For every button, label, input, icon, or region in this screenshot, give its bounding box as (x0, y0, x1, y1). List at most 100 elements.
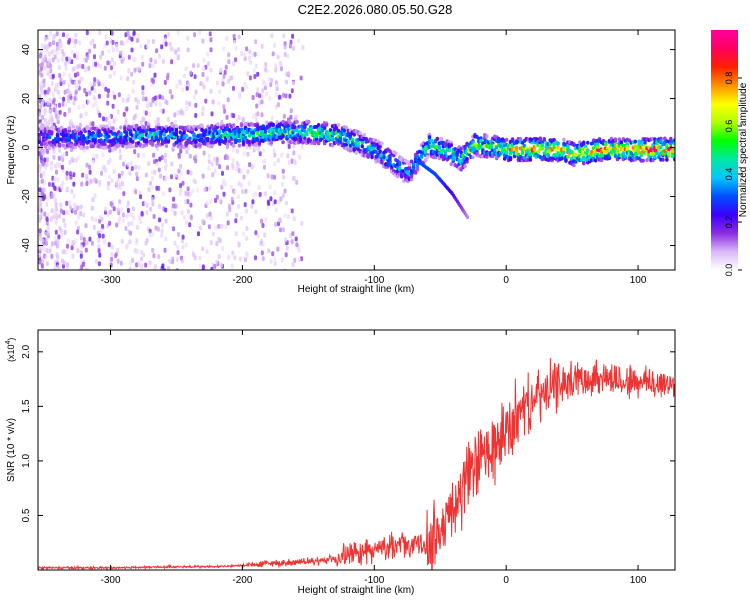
spectrogram-noise-cell (242, 174, 246, 180)
spectrogram-noise-cell (184, 66, 188, 72)
spectrogram-noise-cell (111, 40, 115, 45)
spectrogram-noise-cell (144, 201, 148, 207)
spectrogram-noise-cell (96, 106, 100, 112)
spectrogram-noise-cell (38, 259, 42, 265)
spectrogram-noise-cell (171, 46, 175, 52)
spectrogram-noise-cell (97, 261, 101, 267)
spectrogram-ridge-cell (336, 123, 341, 127)
spectrogram-noise-cell (177, 47, 180, 53)
spectrogram-noise-cell (161, 222, 164, 228)
spectrogram-noise-cell (148, 63, 152, 69)
y-tick-label: 1.0 (21, 454, 32, 468)
spectrogram-ridge-cell (144, 139, 149, 143)
spectrogram-noise-cell (196, 187, 200, 193)
spectrogram-ridge-cell (633, 139, 637, 144)
spectrogram-ridge-cell (643, 140, 647, 145)
spectrogram-noise-cell (287, 70, 291, 76)
spectrogram-noise-cell (90, 205, 94, 211)
spectrogram-ridge-cell (447, 148, 451, 153)
spectrogram-noise-cell (127, 68, 131, 74)
spectrogram-noise-cell (157, 167, 161, 173)
spectrogram-noise-cell (293, 257, 297, 263)
spectrogram-noise-cell (215, 160, 219, 166)
spectrogram-noise-cell (97, 248, 101, 254)
spectrogram-ridge-cell (208, 130, 212, 135)
spectrogram-noise-cell (57, 234, 61, 240)
spectrogram-noise-cell (47, 35, 51, 41)
spectrogram-ridge-cell (582, 160, 586, 165)
spectrogram-noise-cell (269, 82, 273, 88)
spectrogram-noise-cell (186, 47, 190, 53)
y-tick-label: 40 (21, 44, 32, 56)
y-tick-label: 0 (21, 144, 32, 150)
spectrogram-noise-cell (59, 208, 63, 214)
spectrogram-noise-cell (158, 156, 162, 162)
spectrogram-noise-cell (70, 156, 74, 162)
spectrogram-noise-cell (76, 205, 80, 211)
spectrogram-noise-cell (67, 108, 71, 114)
spectrogram-noise-cell (85, 91, 89, 97)
spectrogram-noise-cell (257, 147, 260, 153)
spectrogram-noise-cell (171, 203, 175, 209)
spectrogram-noise-cell (178, 79, 182, 85)
spectrogram-noise-cell (232, 61, 236, 66)
spectrogram-noise-cell (168, 89, 172, 95)
spectrogram-noise-cell (60, 48, 64, 54)
spectrogram-noise-cell (124, 120, 128, 126)
spectrogram-noise-cell (128, 170, 132, 176)
spectrogram-noise-cell (300, 220, 304, 226)
spectrogram-y-axis: -40 -20 0 20 40 (21, 44, 675, 253)
spectrogram-noise-cell (260, 250, 264, 256)
spectrogram-noise-cell (44, 231, 48, 237)
spectrogram-noise-cell (179, 183, 182, 188)
spectrogram-noise-cell (230, 75, 234, 81)
spectrogram-noise-cell (142, 252, 146, 258)
spectrogram-noise-cell (179, 148, 183, 154)
spectrogram-noise-cell (43, 211, 47, 217)
spectrogram-ridge-cell (119, 131, 123, 136)
spectrogram-noise-cell (176, 244, 179, 250)
spectrogram-noise-cell (52, 154, 56, 160)
spectrogram-noise-cell (40, 263, 44, 269)
spectrogram-noise-cell (235, 160, 239, 166)
spectrogram-noise-cell (85, 173, 89, 179)
spectrogram-noise-cell (79, 253, 83, 259)
spectrogram-ridge-cell (675, 145, 679, 149)
spectrogram-noise-cell (38, 218, 42, 224)
spectrogram-noise-cell (50, 253, 54, 259)
spectrogram-ridge-cell (667, 151, 671, 156)
spectrogram-noise-cell (222, 73, 226, 79)
spectrogram-ridge-cell (81, 134, 85, 138)
spectrogram-noise-cell (153, 95, 157, 101)
spectrogram-ridge-cell (370, 155, 374, 160)
spectrogram-noise-cell (192, 94, 196, 100)
spectrogram-ridge-cell (479, 136, 483, 141)
spectrogram-noise-cell (155, 48, 159, 54)
spectrogram-ridge-cell (237, 143, 242, 148)
spectrogram-noise-cell (112, 47, 115, 53)
spectrogram-noise-cell (58, 213, 62, 219)
spectrogram-noise-cell (121, 212, 125, 218)
spectrogram-noise-cell (72, 193, 76, 199)
spectrogram-ridge-cell (316, 123, 321, 127)
spectrogram-noise-cell (106, 185, 110, 191)
spectrogram-noise-cell (53, 48, 56, 54)
spectrogram-ridge-cell (350, 137, 355, 142)
spectrogram-noise-cell (235, 118, 239, 123)
spectrogram-noise-cell (182, 73, 186, 79)
spectrogram-noise-cell (161, 263, 165, 269)
spectrogram-noise-cell (52, 148, 56, 154)
spectrogram-noise-cell (115, 222, 119, 228)
spectrogram-noise-cell (233, 39, 237, 45)
spectrogram-noise-cell (114, 117, 118, 122)
spectrogram-noise-cell (142, 152, 146, 158)
spectrogram-noise-cell (256, 233, 260, 239)
spectrogram-noise-cell (292, 45, 296, 51)
spectrogram-noise-cell (201, 218, 205, 224)
spectrogram-ridge-cell (661, 157, 665, 162)
spectrogram-noise-cell (119, 154, 123, 160)
spectrogram-noise-cell (56, 238, 60, 244)
spectrogram-noise-cell (286, 53, 290, 59)
spectrogram-noise-cell (60, 184, 64, 190)
spectrogram-noise-cell (52, 99, 55, 105)
